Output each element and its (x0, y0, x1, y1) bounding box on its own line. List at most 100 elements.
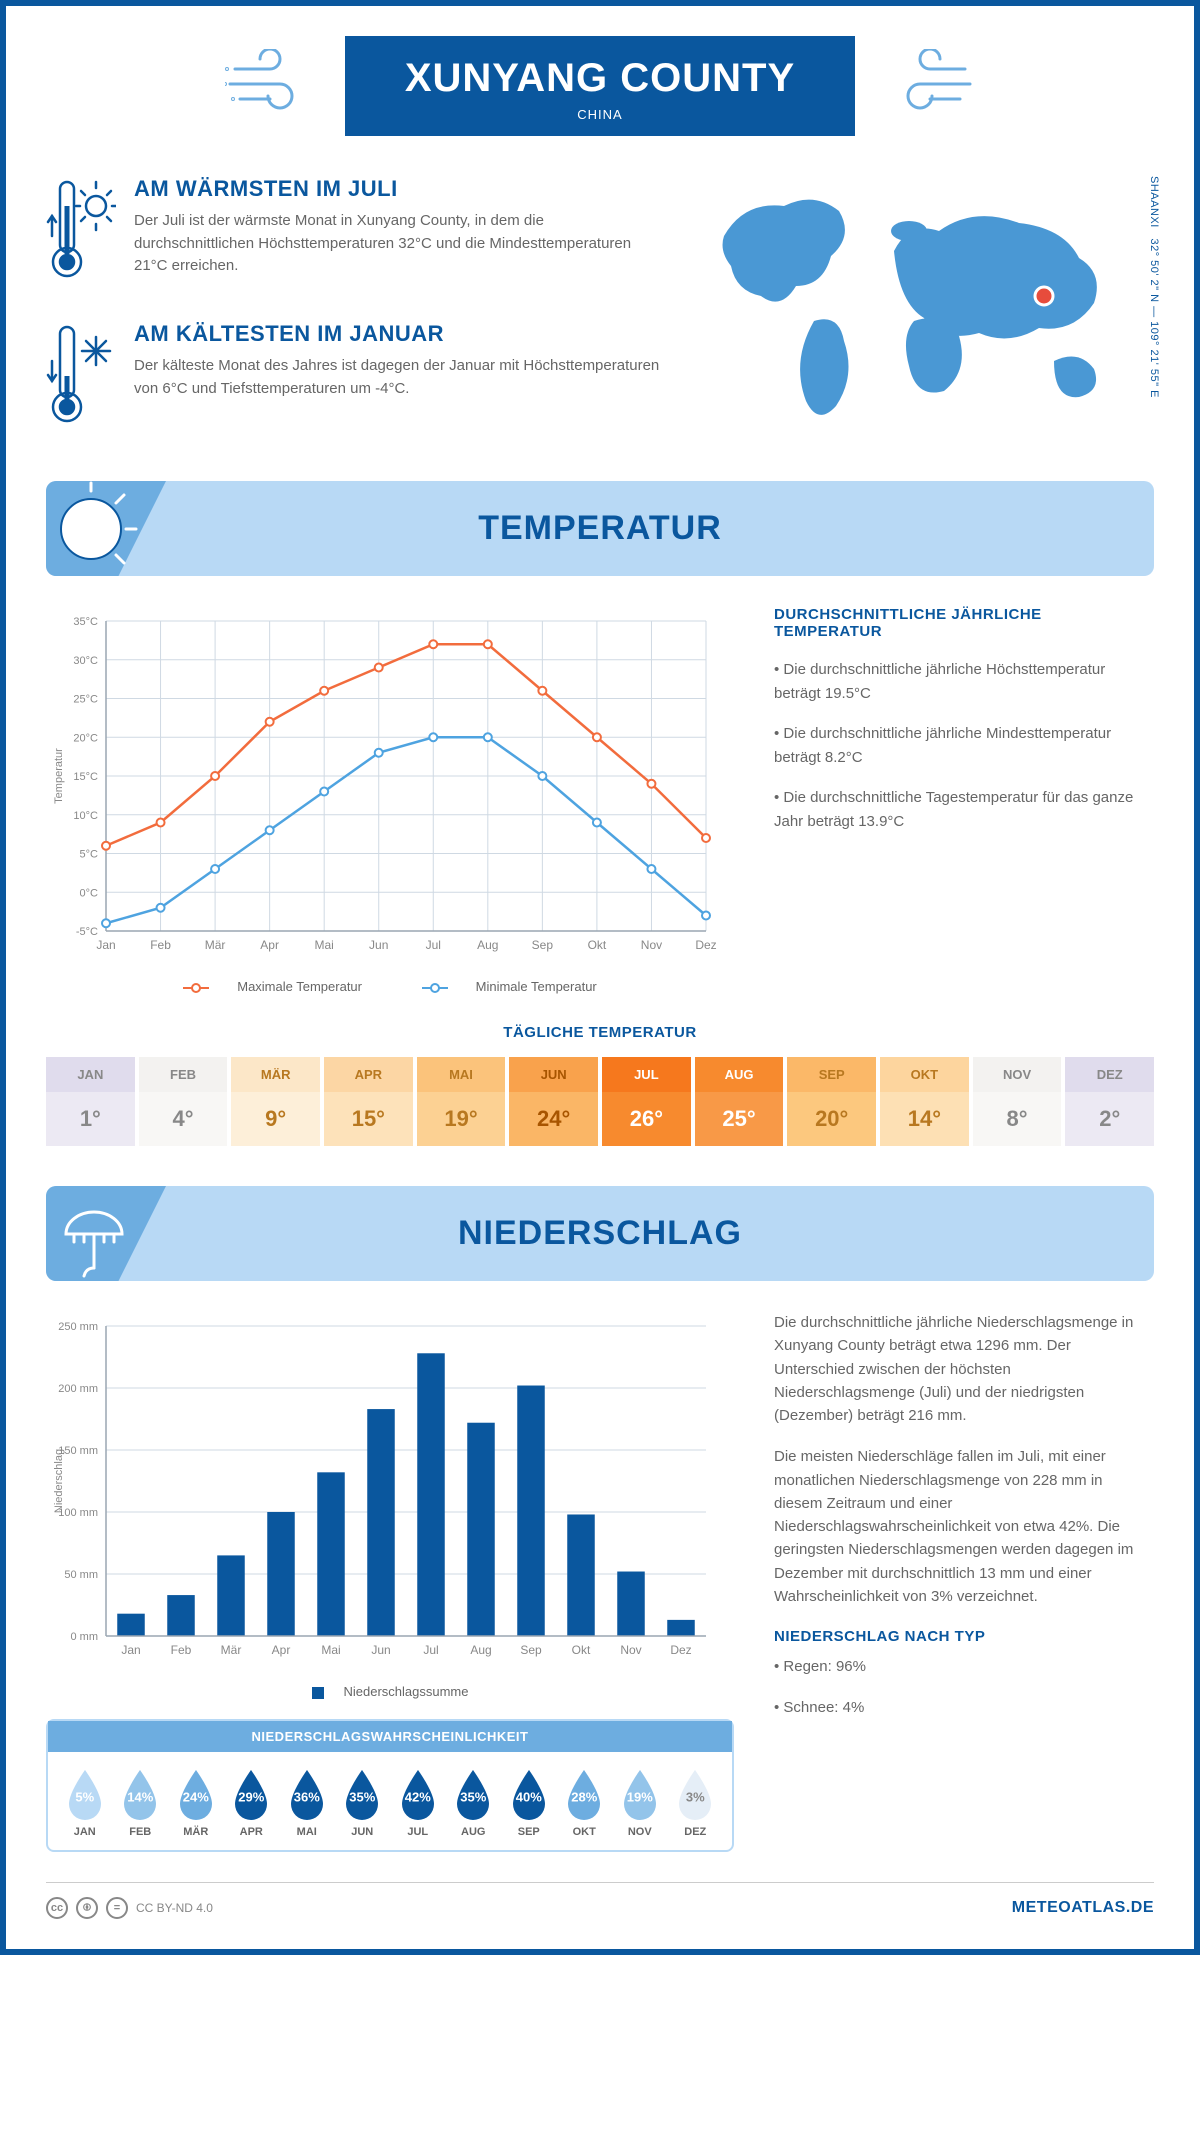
drop-icon: 35% (451, 1768, 495, 1820)
svg-text:0°C: 0°C (80, 887, 99, 899)
svg-text:Apr: Apr (272, 1643, 291, 1657)
header: XUNYANG COUNTY CHINA (46, 36, 1154, 136)
coldest-text: Der kälteste Monat des Jahres ist dagege… (134, 355, 664, 400)
svg-text:Temperatur: Temperatur (53, 748, 65, 804)
svg-text:50 mm: 50 mm (64, 1569, 98, 1581)
wind-icon-left (225, 49, 315, 124)
svg-text:35°C: 35°C (73, 616, 98, 628)
svg-text:Jan: Jan (121, 1643, 140, 1657)
location-marker (1035, 287, 1053, 305)
daily-cell: APR 15° (324, 1057, 413, 1146)
temp-bullet-1: • Die durchschnittliche jährliche Höchst… (774, 658, 1154, 706)
svg-text:200 mm: 200 mm (58, 1383, 98, 1395)
world-map (694, 176, 1154, 436)
precipitation-legend: Niederschlagssumme (46, 1684, 734, 1699)
drop-icon: 40% (507, 1768, 551, 1820)
drop-icon: 14% (118, 1768, 162, 1820)
probability-cell: 42% JUL (391, 1768, 445, 1838)
svg-text:Jan: Jan (96, 938, 115, 952)
svg-text:Nov: Nov (620, 1643, 641, 1657)
probability-title: NIEDERSCHLAGSWAHRSCHEINLICHKEIT (48, 1721, 732, 1752)
coordinates: SHAANXI 32° 50' 2" N — 109° 21' 55" E (1148, 176, 1160, 398)
site-name: METEOATLAS.DE (1012, 1899, 1154, 1917)
footer: cc 🅯 = CC BY-ND 4.0 METEOATLAS.DE (46, 1882, 1154, 1919)
svg-text:Sep: Sep (520, 1643, 542, 1657)
probability-cell: 36% MAI (280, 1768, 334, 1838)
svg-text:Mai: Mai (315, 938, 334, 952)
daily-cell: AUG 25° (695, 1057, 784, 1146)
probability-cell: 28% OKT (558, 1768, 612, 1838)
coldest-fact: AM KÄLTESTEN IM JANUAR Der kälteste Mona… (46, 321, 664, 436)
coldest-title: AM KÄLTESTEN IM JANUAR (134, 321, 664, 347)
svg-text:Aug: Aug (470, 1643, 491, 1657)
daily-cell: NOV 8° (973, 1057, 1062, 1146)
daily-cell: MAI 19° (417, 1057, 506, 1146)
probability-cell: 35% AUG (447, 1768, 501, 1838)
temperature-title: TEMPERATUR (46, 509, 1154, 548)
svg-text:Dez: Dez (670, 1643, 691, 1657)
svg-text:Apr: Apr (260, 938, 279, 952)
cc-icon: cc (46, 1897, 68, 1919)
daily-temp-title: TÄGLICHE TEMPERATUR (46, 1024, 1154, 1041)
by-icon: 🅯 (76, 1897, 98, 1919)
precip-type-rain: • Regen: 96% (774, 1655, 1154, 1678)
intro-section: AM WÄRMSTEN IM JULI Der Juli ist der wär… (46, 176, 1154, 441)
temperature-legend: Maximale Temperatur Minimale Temperatur (46, 979, 734, 994)
precip-type-title: NIEDERSCHLAG NACH TYP (774, 1628, 1154, 1645)
probability-cell: 14% FEB (114, 1768, 168, 1838)
svg-text:5°C: 5°C (80, 849, 99, 861)
svg-text:Dez: Dez (695, 938, 716, 952)
page-title: XUNYANG COUNTY (405, 56, 795, 101)
country-label: CHINA (405, 107, 795, 122)
probability-cell: 29% APR (225, 1768, 279, 1838)
drop-icon: 24% (174, 1768, 218, 1820)
svg-text:25°C: 25°C (73, 694, 98, 706)
probability-cell: 35% JUN (336, 1768, 390, 1838)
precipitation-summary: Die durchschnittliche jährliche Niedersc… (774, 1311, 1154, 1852)
drop-icon: 3% (673, 1768, 717, 1820)
warmest-text: Der Juli ist der wärmste Monat in Xunyan… (134, 210, 664, 278)
temp-bullet-3: • Die durchschnittliche Tagestemperatur … (774, 786, 1154, 834)
thermometer-snow-icon (46, 321, 116, 436)
svg-text:Jun: Jun (369, 938, 388, 952)
daily-temp-heatmap: JAN 1°FEB 4°MÄR 9°APR 15°MAI 19°JUN 24°J… (46, 1057, 1154, 1146)
daily-cell: JUL 26° (602, 1057, 691, 1146)
probability-cell: 40% SEP (502, 1768, 556, 1838)
drop-icon: 42% (396, 1768, 440, 1820)
precipitation-chart: 0 mm50 mm100 mm150 mm200 mm250 mmJanFebM… (46, 1311, 726, 1671)
svg-text:Feb: Feb (150, 938, 171, 952)
svg-text:10°C: 10°C (73, 810, 98, 822)
svg-text:Niederschlag: Niederschlag (53, 1449, 65, 1513)
probability-cell: 5% JAN (58, 1768, 112, 1838)
svg-text:Mär: Mär (221, 1643, 242, 1657)
precip-type-snow: • Schnee: 4% (774, 1696, 1154, 1719)
svg-text:250 mm: 250 mm (58, 1321, 98, 1333)
precip-para-1: Die durchschnittliche jährliche Niedersc… (774, 1311, 1154, 1427)
svg-text:0 mm: 0 mm (71, 1631, 99, 1643)
temp-summary-title: DURCHSCHNITTLICHE JÄHRLICHE TEMPERATUR (774, 606, 1154, 640)
thermometer-sun-icon (46, 176, 116, 291)
probability-cell: 24% MÄR (169, 1768, 223, 1838)
temperature-summary: DURCHSCHNITTLICHE JÄHRLICHE TEMPERATUR •… (774, 606, 1154, 994)
warmest-title: AM WÄRMSTEN IM JULI (134, 176, 664, 202)
precipitation-banner: NIEDERSCHLAG (46, 1186, 1154, 1281)
drop-icon: 28% (562, 1768, 606, 1820)
daily-cell: JUN 24° (509, 1057, 598, 1146)
warmest-fact: AM WÄRMSTEN IM JULI Der Juli ist der wär… (46, 176, 664, 291)
svg-text:Jul: Jul (426, 938, 441, 952)
temp-bullet-2: • Die durchschnittliche jährliche Mindes… (774, 722, 1154, 770)
svg-text:Mai: Mai (321, 1643, 340, 1657)
daily-cell: OKT 14° (880, 1057, 969, 1146)
probability-cell: 19% NOV (613, 1768, 667, 1838)
svg-text:Jul: Jul (423, 1643, 438, 1657)
svg-text:Sep: Sep (532, 938, 554, 952)
svg-text:15°C: 15°C (73, 771, 98, 783)
drop-icon: 19% (618, 1768, 662, 1820)
temperature-banner: TEMPERATUR (46, 481, 1154, 576)
probability-cell: 3% DEZ (669, 1768, 723, 1838)
svg-text:Feb: Feb (171, 1643, 192, 1657)
daily-cell: DEZ 2° (1065, 1057, 1154, 1146)
svg-text:-5°C: -5°C (76, 926, 98, 938)
license: cc 🅯 = CC BY-ND 4.0 (46, 1897, 213, 1919)
svg-text:Jun: Jun (371, 1643, 390, 1657)
